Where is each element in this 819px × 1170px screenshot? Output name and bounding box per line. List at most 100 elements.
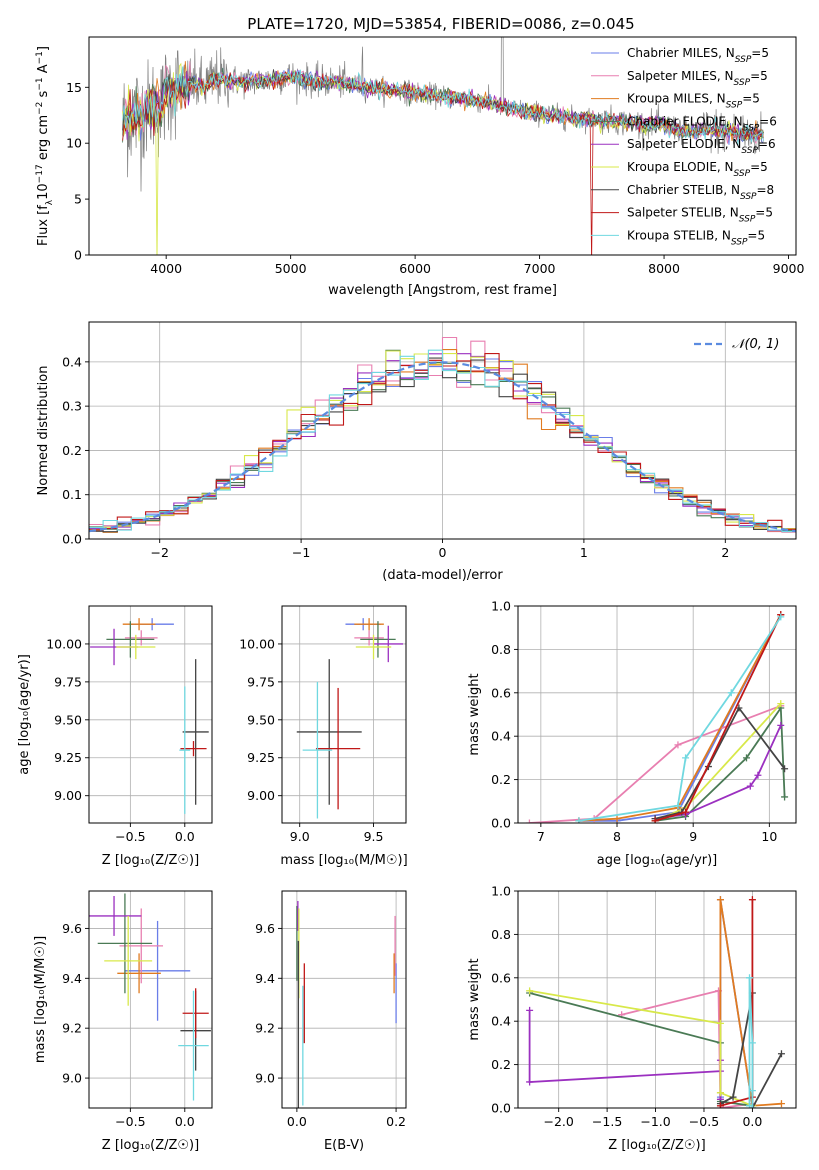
residuals-hist-kroupa-stelib (89, 349, 796, 532)
weight_vs_age-marker (525, 819, 533, 823)
residuals-ylabel: Normed distribution (36, 366, 51, 496)
spectrum-legend-label: Salpeter STELIB, NSSP=5 (627, 206, 773, 225)
age_vs_mass-xlabel: mass [log₁₀(M/M☉)] (280, 853, 407, 868)
weight_vs_Z-marker (526, 1006, 534, 1014)
weight_vs_age-line-chabrier-stelib (654, 706, 786, 820)
weight_vs_age-marker (651, 817, 659, 823)
weight_vs_Z-marker (729, 1093, 737, 1101)
residuals-ytick-label: 0.4 (62, 354, 82, 369)
weight_vs_age-marker (727, 689, 735, 697)
weight_vs_Z-ytick-label: 0.8 (491, 927, 511, 942)
age_vs_Z-ytick-label: 9.25 (54, 750, 82, 765)
weight_vs_Z-marker (526, 987, 534, 995)
weight_vs_age-ylabel: mass weight (467, 673, 482, 755)
spectrum-xtick-label: 4000 (150, 261, 182, 276)
weight_vs_Z-marker (777, 1100, 785, 1108)
weight_vs_age-marker (682, 754, 690, 762)
spectrum-legend-label: Salpeter ELODIE, NSSP=6 (627, 137, 776, 156)
mass_vs_ebv-frame (281, 890, 407, 1109)
age_vs_Z-ytick-label: 9.75 (54, 674, 82, 689)
weight_vs_age-line-chabrier-elodie (654, 705, 786, 822)
residuals-plot-area (89, 336, 796, 533)
spectrum-xtick-label: 9000 (773, 261, 805, 276)
weight_vs_Z-xtick-label: 0.0 (742, 1114, 762, 1129)
spectrum-plot-area (122, 37, 764, 255)
weight_vs_age-ytick-label: 0.6 (491, 685, 511, 700)
residuals-xtick-label: −1 (292, 545, 310, 560)
age_vs_Z-ytick-label: 9.50 (54, 712, 82, 727)
weight_vs_age-line-chabrier-miles (578, 614, 782, 822)
figure-title: PLATE=1720, MJD=53854, FIBERID=0086, z=0… (247, 15, 634, 33)
weight_vs_age-marker (575, 817, 583, 823)
weight_vs_age-ytick-label: 0.8 (491, 642, 511, 657)
weight_vs_age-marker (777, 700, 785, 708)
weight_vs_age-line-kroupa-miles (578, 614, 782, 822)
weight_vs_age-xtick-label: 8 (613, 829, 621, 844)
residuals-xtick-label: −2 (150, 545, 168, 560)
mass_vs_ebv-ytick-label: 9.0 (255, 1071, 275, 1086)
mass_vs_ebv-ytick-label: 9.4 (255, 971, 275, 986)
mass_vs_Z-xlabel: Z [log₁₀(Z/Z☉)] (102, 1138, 199, 1153)
residuals-ytick-label: 0.2 (62, 443, 82, 458)
weight_vs_age-plot-area (525, 611, 789, 823)
spectrum-xtick-label: 8000 (648, 261, 680, 276)
weight_vs_age-marker (742, 754, 750, 762)
spectrum-xlabel: wavelength [Angstrom, rest frame] (328, 283, 557, 298)
weight_vs_Z-ytick-label: 0.2 (491, 1057, 511, 1072)
spectrum-legend-label: Kroupa MILES, NSSP=5 (627, 92, 760, 111)
spectrum-ytick-label: 10 (66, 136, 82, 151)
weight_vs_Z-ytick-label: 0.6 (491, 970, 511, 985)
weight_vs_Z-ytick-label: 0.4 (491, 1014, 511, 1029)
mass_vs_ebv-xlabel: E(B-V) (324, 1138, 364, 1153)
weight_vs_age-marker (781, 793, 789, 801)
mass_vs_ebv-plot-area (296, 900, 397, 1108)
weight_vs_Z-xtick-label: −2.0 (544, 1114, 574, 1129)
weight_vs_age-xtick-label: 10 (761, 829, 777, 844)
age_vs_Z-frame (88, 605, 213, 824)
weight_vs_age-frame (517, 605, 797, 824)
residuals-frame (88, 321, 797, 540)
age_vs_mass-ytick-label: 9.75 (247, 674, 275, 689)
age_vs_Z-xlabel: Z [log₁₀(Z/Z☉)] (102, 853, 199, 868)
mass_vs_Z-frame (88, 890, 213, 1109)
weight_vs_Z-marker (526, 1078, 534, 1086)
spectrum-legend-label: Chabrier MILES, NSSP=5 (627, 46, 769, 65)
weight_vs_Z-marker (716, 896, 724, 904)
weight_vs_Z-plot-area (526, 896, 785, 1108)
mass_vs_ebv-ytick-label: 9.6 (255, 921, 275, 936)
spectrum-legend-label: Chabrier ELODIE, NSSP=6 (627, 114, 777, 133)
weight_vs_age-line-kroupa-elodie (654, 702, 782, 822)
weight_vs_Z-marker (748, 896, 756, 904)
weight_vs_Z-marker (777, 1050, 785, 1058)
weight_vs_Z-line-salpeter-miles (621, 989, 753, 1108)
weight_vs_Z-marker (746, 974, 754, 982)
weight_vs_age-line-kroupa-stelib (578, 616, 782, 822)
age_vs_mass-ytick-label: 10.00 (239, 636, 275, 651)
spectrum-legend-label: Salpeter MILES, NSSP=5 (627, 69, 768, 88)
weight_vs_Z-xtick-label: −0.5 (689, 1114, 719, 1129)
weight_vs_Z-xtick-label: −1.5 (592, 1114, 622, 1129)
mass_vs_Z-plot-area (89, 893, 211, 1101)
spectrum-xtick-label: 5000 (275, 261, 307, 276)
spectrum-xtick-label: 6000 (399, 261, 431, 276)
weight_vs_age-marker (777, 613, 785, 621)
residuals-ytick-label: 0.0 (62, 532, 82, 547)
residuals-ytick-label: 0.1 (62, 487, 82, 502)
spectrum-model-line-salpeter-stelib (122, 70, 764, 255)
weight_vs_age-marker (674, 802, 682, 810)
spectrum-legend-label: Kroupa STELIB, NSSP=5 (627, 228, 765, 247)
mass_vs_ebv-xtick-label: 0.2 (386, 1114, 406, 1129)
spectrum-ytick-label: 5 (74, 192, 82, 207)
weight_vs_age-marker (613, 815, 621, 823)
spectrum-ytick-label: 0 (74, 248, 82, 263)
weight_vs_Z-line-salpeter-elodie (528, 1010, 722, 1100)
weight_vs_Z-marker (748, 1039, 756, 1047)
spectrum-ylabel: Flux [fλ10−17 erg cm−2 s−1 A−1] (35, 46, 55, 246)
age_vs_Z-ylabel: age [log₁₀(age/yr)] (17, 654, 32, 775)
weight_vs_Z-ytick-label: 1.0 (491, 884, 511, 899)
weight_vs_Z-marker (748, 1104, 756, 1108)
spectrum-legend-label: Kroupa ELODIE, NSSP=5 (627, 160, 768, 179)
age_vs_mass-xtick-label: 9.0 (290, 829, 310, 844)
weight_vs_age-marker (754, 771, 762, 779)
weight_vs_age-ytick-label: 1.0 (491, 599, 511, 614)
